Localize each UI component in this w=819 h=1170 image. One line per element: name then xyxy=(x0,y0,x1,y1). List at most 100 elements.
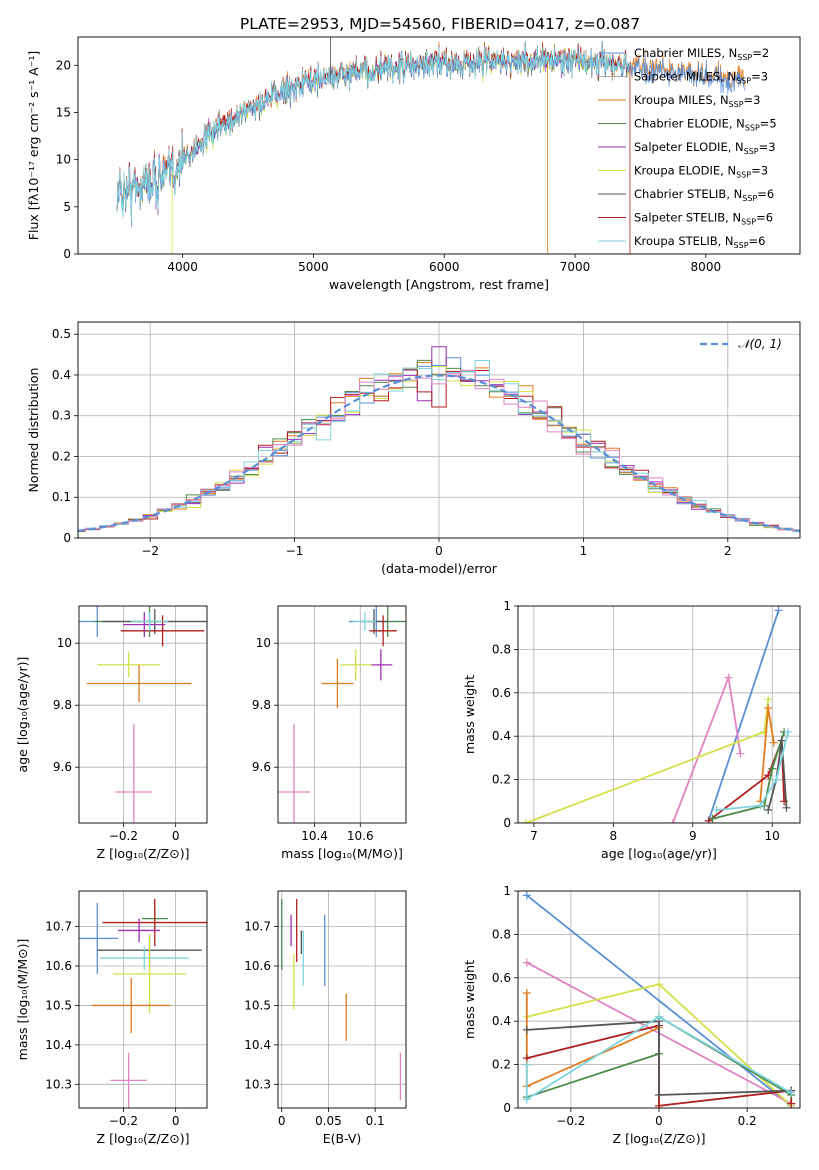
y-tick-label: 9.8 xyxy=(252,698,271,712)
weight-line xyxy=(767,740,788,811)
y-tick-label: 10.3 xyxy=(244,1077,271,1091)
y-tick-label: 0 xyxy=(63,531,71,545)
y-tick-label: 0 xyxy=(503,1101,511,1115)
legend-label: Salpeter MILES, NSSP=3 xyxy=(634,70,768,86)
weight-point xyxy=(764,703,773,712)
histogram-step xyxy=(78,366,800,533)
weight-point xyxy=(782,803,791,812)
weight-point xyxy=(736,749,745,758)
weight-line xyxy=(712,731,785,820)
x-tick-label: 0 xyxy=(278,1114,286,1128)
axes-frame xyxy=(77,36,801,255)
x-tick-label: −2 xyxy=(141,544,159,558)
plot-area xyxy=(79,606,207,823)
y-tick-label: 0 xyxy=(63,247,71,261)
y-tick-label: 10.3 xyxy=(45,1077,72,1091)
axes-frame xyxy=(78,890,208,1109)
weight-line xyxy=(525,1015,792,1101)
y-tick-label: 10.4 xyxy=(45,1038,72,1052)
y-tick-label: 10 xyxy=(256,636,271,650)
x-tick-label: 4000 xyxy=(167,260,198,274)
weight-point xyxy=(784,727,793,736)
weight-point xyxy=(668,819,677,823)
y-tick-label: 0.8 xyxy=(492,642,511,656)
y-tick-label: 0.6 xyxy=(492,971,511,985)
y-tick-label: 0.3 xyxy=(52,409,71,423)
x-tick-label: 0.2 xyxy=(738,1114,757,1128)
y-tick-label: 0.8 xyxy=(492,927,511,941)
chart-weight_vs_age: 7 8 9 10 0 0.2 0.4 0.6 0.8 1 age [log₁₀(age/yr)] ma… xyxy=(462,599,801,861)
y-tick-label: 0.4 xyxy=(492,1014,511,1028)
legend-label: Salpeter ELODIE, NSSP=3 xyxy=(634,140,776,156)
weight-point xyxy=(522,1025,531,1034)
plot-area xyxy=(518,606,800,823)
chart-mass_vs_Z: −0.2 0 10.3 10.4 10.5 10.6 10.7 Z [log₁₀(Z/Z⊙)]… xyxy=(15,890,208,1146)
weight-point xyxy=(655,1012,663,1021)
y-tick-label: 1 xyxy=(503,884,511,898)
x-tick-label: 0 xyxy=(435,544,443,558)
chart-age_vs_Z: −0.2 0 9.6 9.8 10 Z [log₁₀(Z/Z⊙)] age [log₁₀(a… xyxy=(15,605,208,861)
weight-line xyxy=(716,731,789,811)
y-tick-label: 10.7 xyxy=(45,920,72,934)
y-tick-label: 10.7 xyxy=(244,920,271,934)
y-tick-label: 0.4 xyxy=(492,729,511,743)
x-tick-label: 10.6 xyxy=(347,829,374,843)
y-tick-label: 10 xyxy=(56,153,71,167)
weight-point xyxy=(756,801,765,810)
weight-point xyxy=(708,814,717,823)
y-axis-label: Flux [fλ10⁻¹⁷ erg cm⁻² s⁻¹ A⁻¹] xyxy=(26,51,41,240)
x-tick-label: −0.2 xyxy=(109,829,138,843)
x-tick-label: 7 xyxy=(530,829,538,843)
weight-point xyxy=(522,1060,531,1069)
y-tick-label: 0.5 xyxy=(52,327,71,341)
x-axis-label: wavelength [Angstrom, rest frame] xyxy=(329,277,549,292)
y-tick-label: 9.6 xyxy=(53,760,72,774)
x-axis-label: E(B-V) xyxy=(323,1131,362,1146)
y-tick-label: 10.5 xyxy=(244,998,271,1012)
y-tick-label: 10.5 xyxy=(45,998,72,1012)
weight-point xyxy=(787,1099,796,1108)
y-axis-label: Normed distribution xyxy=(26,368,41,493)
x-tick-label: 8 xyxy=(610,829,618,843)
axes-frame xyxy=(277,605,407,824)
weight-point xyxy=(522,988,531,997)
plot-area xyxy=(78,322,800,538)
x-tick-label: 0 xyxy=(172,1114,180,1128)
legend-label: Salpeter STELIB, NSSP=6 xyxy=(634,211,773,227)
legend-label: 𝒩(0, 1) xyxy=(738,337,782,351)
weight-point xyxy=(787,1088,796,1097)
x-axis-label: Z [log₁₀(Z/Z⊙)] xyxy=(97,846,190,861)
x-tick-label: 0 xyxy=(172,829,180,843)
plot-area xyxy=(518,891,800,1108)
x-tick-label: 0.05 xyxy=(315,1114,342,1128)
histogram-step xyxy=(78,369,800,532)
weight-point xyxy=(768,764,777,773)
x-tick-label: 9 xyxy=(689,829,697,843)
chart-age_vs_mass: 10.4 10.6 9.6 9.8 10 mass [log₁₀(M/M⊙)] xyxy=(252,605,407,861)
weight-point xyxy=(655,1090,663,1099)
weight-point xyxy=(522,1095,531,1104)
x-tick-label: 10.4 xyxy=(301,829,328,843)
y-tick-label: 0.1 xyxy=(52,490,71,504)
legend-label: Kroupa ELODIE, NSSP=3 xyxy=(634,164,768,180)
chart-weight_vs_Z: −0.2 0 0.2 0 0.2 0.4 0.6 0.8 1 Z [log₁₀(Z/Z⊙)] mas… xyxy=(462,884,801,1146)
spectrum-line xyxy=(116,41,631,223)
weight-line xyxy=(707,610,780,822)
weight-point xyxy=(724,673,733,682)
weight-point xyxy=(522,958,531,967)
y-tick-label: 0.4 xyxy=(52,368,71,382)
legend-label: Kroupa STELIB, NSSP=6 xyxy=(634,234,765,250)
x-tick-label: −0.2 xyxy=(556,1114,585,1128)
plot-area xyxy=(79,891,207,1108)
x-tick-label: 2 xyxy=(724,544,732,558)
weight-line xyxy=(708,740,785,822)
y-tick-label: 20 xyxy=(56,58,71,72)
legend-label: Chabrier ELODIE, NSSP=5 xyxy=(634,117,777,133)
y-tick-label: 0.2 xyxy=(492,1058,511,1072)
legend-label: Kroupa MILES, NSSP=3 xyxy=(634,93,760,109)
y-tick-label: 0.2 xyxy=(52,449,71,463)
weight-line xyxy=(525,699,770,823)
axes-frame xyxy=(277,890,407,1109)
legend-label: Chabrier STELIB, NSSP=6 xyxy=(634,187,774,203)
weight-point xyxy=(769,738,778,747)
